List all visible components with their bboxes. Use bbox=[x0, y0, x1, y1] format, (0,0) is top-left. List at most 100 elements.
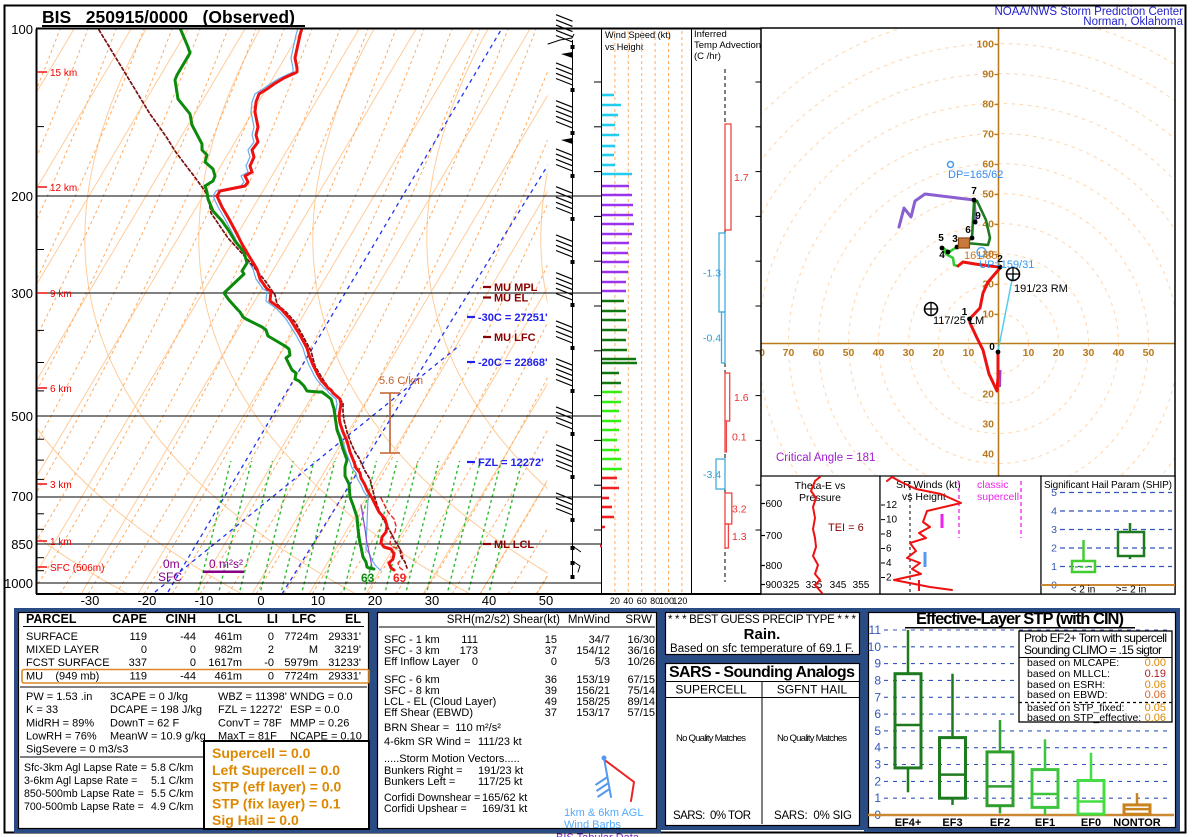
svg-text:6: 6 bbox=[874, 707, 881, 721]
svg-text:10: 10 bbox=[868, 640, 882, 654]
svg-text:850-500mb Lapse Rate =: 850-500mb Lapse Rate = bbox=[24, 788, 144, 800]
svg-text:40: 40 bbox=[982, 449, 994, 461]
svg-text:Wind Speed (kt): Wind Speed (kt) bbox=[605, 30, 671, 40]
svg-text:4: 4 bbox=[886, 558, 892, 569]
svg-text:20: 20 bbox=[933, 347, 945, 359]
svg-text:10: 10 bbox=[1023, 347, 1035, 359]
svg-text:1: 1 bbox=[962, 307, 968, 318]
svg-text:1.6: 1.6 bbox=[734, 392, 749, 404]
svg-text:34/7: 34/7 bbox=[589, 634, 610, 646]
svg-text:SRW: SRW bbox=[625, 614, 652, 626]
svg-text:5.8 C/km: 5.8 C/km bbox=[151, 762, 194, 774]
svg-text:3 km: 3 km bbox=[50, 480, 72, 491]
svg-text:Bunkers Right =: Bunkers Right = bbox=[384, 765, 463, 777]
svg-text:70: 70 bbox=[783, 347, 795, 359]
svg-text:8: 8 bbox=[886, 529, 892, 540]
svg-text:3: 3 bbox=[1051, 524, 1057, 536]
svg-text:SigSevere = 0 m3/s3: SigSevere = 0 m3/s3 bbox=[26, 744, 128, 756]
svg-text:7724m: 7724m bbox=[284, 631, 318, 643]
svg-text:31233': 31233' bbox=[328, 657, 361, 669]
svg-text:345: 345 bbox=[830, 580, 847, 591]
svg-text:>= 2 in: >= 2 in bbox=[1116, 585, 1147, 596]
svg-text:20: 20 bbox=[1053, 347, 1065, 359]
svg-text:based on MLLCL:: based on MLLCL: bbox=[1027, 668, 1110, 680]
svg-text:0: 0 bbox=[472, 656, 478, 668]
svg-text:DP=165/62: DP=165/62 bbox=[948, 169, 1003, 181]
svg-text:MU MPL: MU MPL bbox=[494, 282, 538, 294]
svg-text:0: 0 bbox=[257, 593, 264, 608]
svg-text:2: 2 bbox=[874, 774, 881, 788]
svg-text:39: 39 bbox=[545, 685, 557, 697]
svg-text:4: 4 bbox=[939, 250, 945, 261]
svg-text:5.5 C/km: 5.5 C/km bbox=[151, 788, 194, 800]
svg-text:30: 30 bbox=[903, 347, 915, 359]
svg-text:169/31 kt: 169/31 kt bbox=[482, 803, 527, 815]
svg-text:120: 120 bbox=[672, 596, 687, 606]
svg-text:NOAA/NWS Storm Prediction Cent: NOAA/NWS Storm Prediction Center bbox=[994, 6, 1183, 18]
svg-text:6 km: 6 km bbox=[50, 384, 72, 395]
svg-text:117/25 kt: 117/25 kt bbox=[478, 776, 522, 788]
svg-text:EL: EL bbox=[345, 612, 361, 626]
svg-text:0.06: 0.06 bbox=[1145, 712, 1166, 724]
svg-text:3219': 3219' bbox=[334, 644, 361, 656]
svg-text:Effective-Layer STP (with CIN): Effective-Layer STP (with CIN) bbox=[916, 610, 1124, 628]
svg-text:3.2: 3.2 bbox=[732, 504, 747, 516]
svg-text:LCL - EL (Cloud Layer): LCL - EL (Cloud Layer) bbox=[384, 696, 496, 708]
svg-text:Sounding CLIMO = .15 sigtor: Sounding CLIMO = .15 sigtor bbox=[1024, 643, 1162, 657]
svg-text:vs Height: vs Height bbox=[902, 491, 946, 503]
svg-text:111/23 kt: 111/23 kt bbox=[478, 736, 522, 748]
svg-text:MU (949 mb): MU (949 mb) bbox=[26, 670, 99, 682]
svg-text:70: 70 bbox=[982, 129, 994, 141]
svg-text:0m: 0m bbox=[163, 557, 180, 571]
svg-text:40: 40 bbox=[1113, 347, 1125, 359]
svg-text:7: 7 bbox=[874, 690, 881, 704]
svg-text:60: 60 bbox=[813, 347, 825, 359]
svg-text:* * * BEST GUESS PRECIP TYPE *: * * * BEST GUESS PRECIP TYPE * * * bbox=[668, 614, 857, 626]
svg-text:57/15: 57/15 bbox=[627, 707, 655, 719]
svg-text:10/26: 10/26 bbox=[627, 656, 655, 668]
svg-text:CAPE: CAPE bbox=[112, 612, 147, 626]
svg-text:29331': 29331' bbox=[328, 670, 361, 682]
svg-text:40: 40 bbox=[873, 347, 885, 359]
svg-text:800: 800 bbox=[766, 561, 783, 572]
svg-text:50: 50 bbox=[982, 189, 994, 201]
svg-text:Critical Angle = 181: Critical Angle = 181 bbox=[776, 452, 875, 464]
svg-text:5: 5 bbox=[938, 233, 944, 244]
svg-text:Rain.: Rain. bbox=[744, 626, 781, 643]
svg-text:100: 100 bbox=[11, 22, 33, 37]
svg-text:337: 337 bbox=[129, 657, 147, 669]
svg-text:0: 0 bbox=[141, 644, 147, 656]
svg-text:-0.4: -0.4 bbox=[703, 333, 721, 345]
svg-text:89/14: 89/14 bbox=[627, 696, 655, 708]
svg-text:50: 50 bbox=[1143, 347, 1155, 359]
svg-text:Sig Hail = 0.0: Sig Hail = 0.0 bbox=[212, 812, 299, 828]
svg-text:LCL: LCL bbox=[218, 612, 243, 626]
svg-text:153/17: 153/17 bbox=[576, 707, 610, 719]
svg-text:M: M bbox=[309, 644, 318, 656]
svg-text:461m: 461m bbox=[214, 631, 242, 643]
svg-text:119: 119 bbox=[129, 631, 147, 643]
svg-text:12: 12 bbox=[886, 500, 898, 511]
svg-text:-30: -30 bbox=[81, 593, 100, 608]
svg-text:based on STP_fixed:: based on STP_fixed: bbox=[1027, 702, 1124, 714]
svg-text:5.6 C/km: 5.6 C/km bbox=[379, 375, 423, 387]
svg-text:-10: -10 bbox=[195, 593, 214, 608]
svg-text:Eff Inflow Layer: Eff Inflow Layer bbox=[384, 656, 460, 668]
svg-text:119: 119 bbox=[129, 670, 147, 682]
svg-text:SURFACE: SURFACE bbox=[26, 631, 78, 643]
svg-text:8: 8 bbox=[874, 673, 881, 687]
svg-text:600: 600 bbox=[766, 499, 783, 510]
svg-text:36/16: 36/16 bbox=[627, 645, 655, 657]
svg-text:-30C = 27251': -30C = 27251' bbox=[478, 312, 548, 324]
svg-text:11: 11 bbox=[869, 623, 882, 637]
svg-text:500: 500 bbox=[11, 409, 33, 424]
svg-text:Significant Hail Param (SHIP): Significant Hail Param (SHIP) bbox=[1044, 480, 1172, 491]
svg-text:K = 33: K = 33 bbox=[26, 704, 58, 716]
svg-text:10: 10 bbox=[963, 347, 975, 359]
svg-text:-3.4: -3.4 bbox=[703, 469, 721, 481]
svg-text:SFC (506m): SFC (506m) bbox=[50, 563, 104, 574]
svg-text:700: 700 bbox=[766, 531, 783, 542]
svg-text:5: 5 bbox=[874, 724, 881, 738]
svg-text:SARS: 0% SIG: SARS: 0% SIG bbox=[774, 810, 852, 822]
svg-text:16/30: 16/30 bbox=[627, 634, 655, 646]
